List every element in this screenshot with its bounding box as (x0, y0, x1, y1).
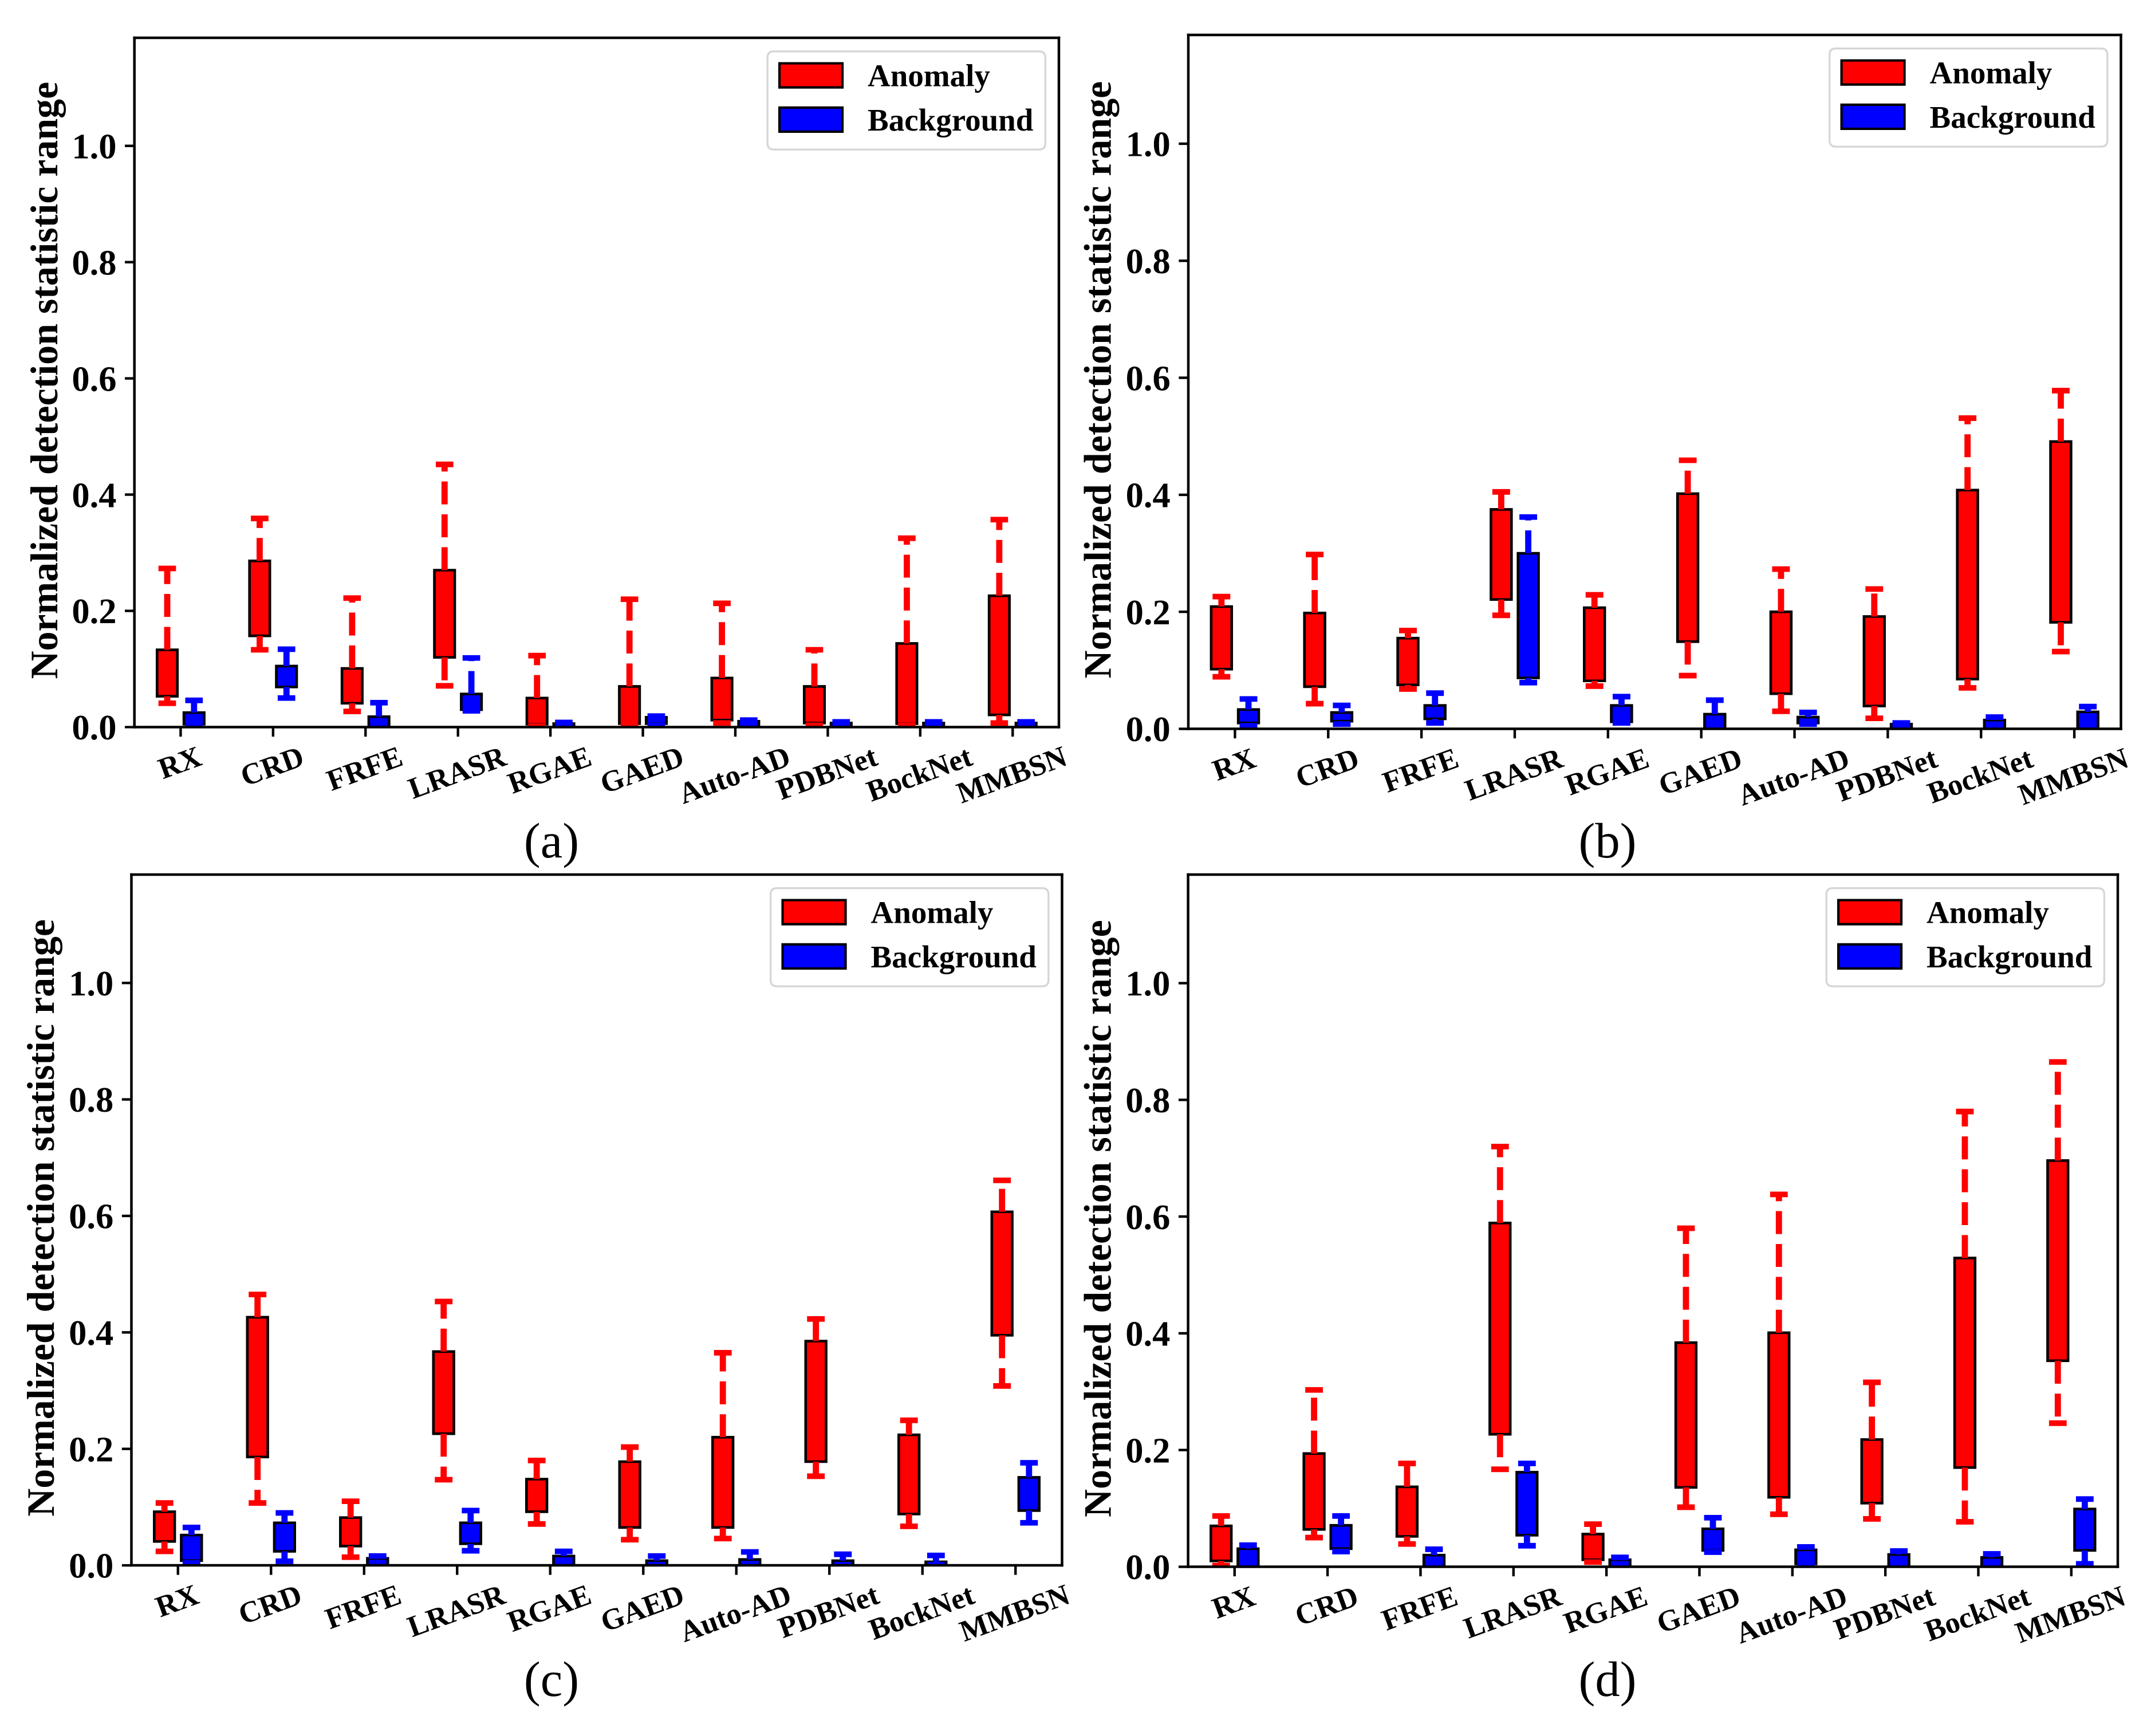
svg-text:0.0: 0.0 (1126, 709, 1171, 749)
svg-text:Normalized detection statistic: Normalized detection statistic range (1076, 920, 1119, 1517)
svg-text:(c): (c) (524, 1652, 579, 1707)
svg-text:1.0: 1.0 (1126, 124, 1171, 164)
svg-text:0.6: 0.6 (69, 1196, 113, 1237)
svg-text:Normalized detection statistic: Normalized detection statistic range (1076, 81, 1119, 679)
svg-text:0.6: 0.6 (72, 359, 116, 399)
svg-text:0.4: 0.4 (72, 475, 116, 515)
svg-text:0.8: 0.8 (72, 242, 116, 282)
svg-text:0.0: 0.0 (72, 707, 116, 747)
svg-text:Anomaly: Anomaly (871, 895, 994, 930)
svg-text:(d): (d) (1578, 1652, 1636, 1707)
svg-text:0.2: 0.2 (1126, 592, 1171, 632)
svg-text:Normalized detection statistic: Normalized detection statistic range (19, 919, 62, 1517)
svg-text:1.0: 1.0 (72, 126, 116, 166)
svg-text:Normalized detection statistic: Normalized detection statistic range (22, 82, 66, 679)
svg-text:1.0: 1.0 (1125, 963, 1170, 1003)
svg-text:Anomaly: Anomaly (1930, 56, 2053, 90)
svg-text:0.4: 0.4 (1125, 1314, 1170, 1354)
svg-text:0.8: 0.8 (1125, 1080, 1170, 1120)
svg-text:Anomaly: Anomaly (868, 58, 990, 93)
svg-text:(a): (a) (524, 813, 579, 868)
svg-text:0.6: 0.6 (1125, 1197, 1170, 1237)
svg-text:(b): (b) (1578, 813, 1636, 868)
svg-text:Background: Background (1930, 100, 2095, 135)
svg-text:0.0: 0.0 (69, 1546, 113, 1586)
svg-text:0.0: 0.0 (1125, 1547, 1170, 1587)
svg-text:0.8: 0.8 (1126, 241, 1171, 281)
svg-text:Background: Background (1927, 939, 2092, 974)
svg-text:Anomaly: Anomaly (1927, 895, 2049, 930)
svg-text:0.6: 0.6 (1126, 358, 1171, 398)
svg-text:0.2: 0.2 (72, 591, 116, 631)
svg-text:Background: Background (871, 939, 1037, 974)
svg-text:0.2: 0.2 (69, 1429, 113, 1469)
svg-text:0.4: 0.4 (1126, 475, 1171, 515)
svg-text:1.0: 1.0 (69, 963, 113, 1003)
svg-text:Background: Background (868, 103, 1033, 137)
svg-text:0.2: 0.2 (1125, 1430, 1170, 1470)
svg-text:0.4: 0.4 (69, 1313, 113, 1353)
svg-text:0.8: 0.8 (69, 1080, 113, 1120)
